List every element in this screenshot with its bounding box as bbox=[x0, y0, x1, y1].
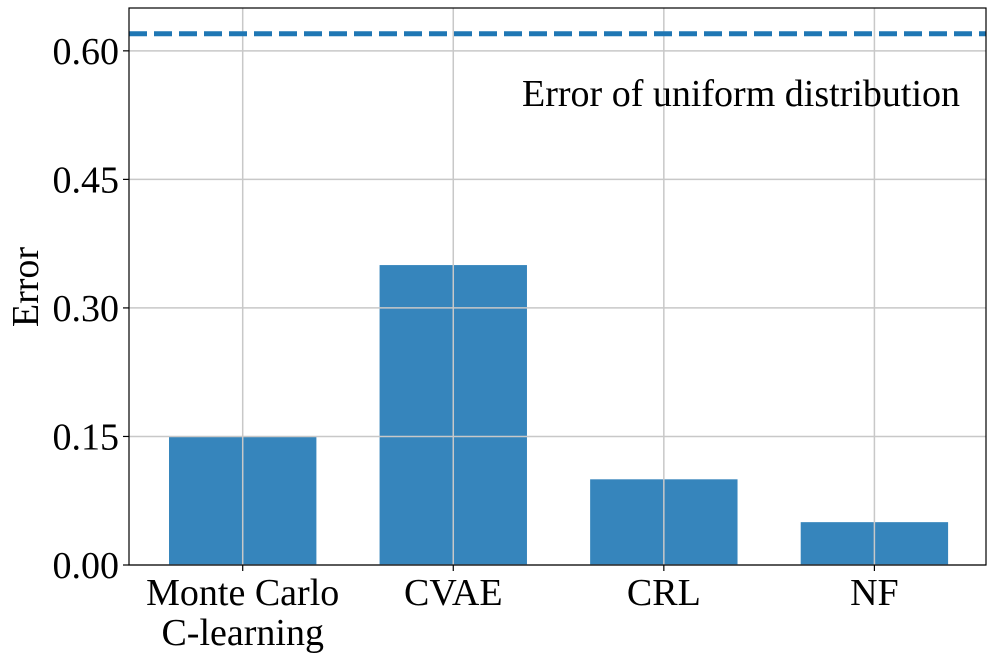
y-axis-label: Error bbox=[5, 247, 47, 328]
y-tick-label: 0.15 bbox=[53, 416, 120, 458]
x-tick-label: NF bbox=[850, 572, 899, 614]
y-tick-label: 0.30 bbox=[53, 288, 120, 330]
bars bbox=[169, 265, 949, 565]
x-tick-label: CRL bbox=[627, 572, 701, 614]
x-tick-label: Monte Carlo bbox=[146, 572, 339, 614]
plot-frame bbox=[128, 7, 987, 566]
reference-line-label: Error of uniform distribution bbox=[522, 73, 960, 115]
y-tick-label: 0.60 bbox=[53, 31, 120, 73]
y-axis-ticks: 0.00 0.15 0.30 0.45 0.60 bbox=[53, 31, 129, 587]
y-tick-label: 0.00 bbox=[53, 545, 120, 587]
y-tick-label: 0.45 bbox=[53, 159, 120, 201]
x-tick-label: C-learning bbox=[161, 612, 324, 654]
x-tick-label: CVAE bbox=[404, 572, 503, 614]
